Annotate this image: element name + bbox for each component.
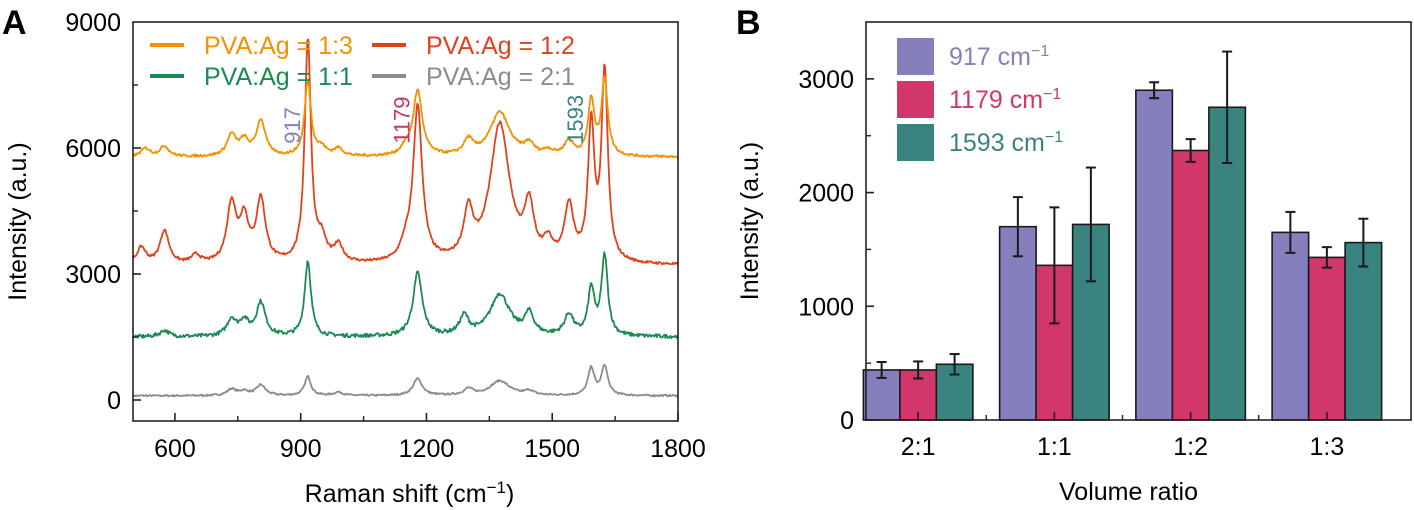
y-tick-label: 0 xyxy=(840,407,854,435)
error-bar xyxy=(1222,50,1233,165)
plot-frame-b xyxy=(865,21,1412,421)
error-bar xyxy=(1185,138,1196,163)
legend-label: PVA:Ag = 1:1 xyxy=(204,63,353,91)
legend-item-b: 917 cm−1 xyxy=(897,38,1049,75)
legend-label-text: 917 cm xyxy=(949,43,1031,71)
legend-label: PVA:Ag = 1:2 xyxy=(426,32,575,60)
y-tick-label: 1000 xyxy=(798,293,854,321)
x-tick-label: 2:1 xyxy=(901,433,936,461)
panel-letter-b: B xyxy=(736,4,761,42)
x-tick-label: 1800 xyxy=(650,435,706,463)
legend-item-a: PVA:Ag = 1:1 xyxy=(150,63,353,91)
error-bar xyxy=(1358,217,1369,268)
legend-label: 917 cm−1 xyxy=(949,43,1049,71)
spectrum-line-2-1 xyxy=(133,363,678,398)
x-tick-label: 900 xyxy=(280,435,322,463)
x-tick-label: 1:1 xyxy=(1037,433,1072,461)
bar-1-3-1593 xyxy=(1344,241,1383,421)
legend-label-sup: −1 xyxy=(1043,86,1061,103)
x-tick-label: 1:2 xyxy=(1173,433,1208,461)
x-tick-label: 600 xyxy=(154,435,196,463)
spectra-lines xyxy=(133,38,678,398)
legend-label-sup: −1 xyxy=(1045,129,1063,146)
bars xyxy=(862,50,1383,421)
legend-item-b: 1593 cm−1 xyxy=(897,124,1063,161)
legend-label-text: 1179 cm xyxy=(949,86,1043,114)
legend-label-text: 1593 cm xyxy=(949,129,1045,157)
peak-label-1179: 1179 xyxy=(390,96,415,143)
y-tick-label: 9000 xyxy=(65,9,121,37)
legend-label: PVA:Ag = 2:1 xyxy=(426,63,575,91)
error-bar xyxy=(1149,81,1160,100)
legend-swatch xyxy=(897,124,934,161)
spectrum-line-1-2 xyxy=(133,38,678,266)
y-axis-ticks-a: 0 3000 6000 9000 xyxy=(65,9,141,415)
panel-letter-a: A xyxy=(2,4,27,42)
x-tick-label: 1:3 xyxy=(1309,433,1344,461)
legend-item-a: PVA:Ag = 1:2 xyxy=(372,32,575,60)
plot-frame-a xyxy=(132,21,679,422)
bar-1-3-917 xyxy=(1271,231,1310,421)
y-tick-label: 3000 xyxy=(65,261,121,289)
x-tick-label: 1200 xyxy=(399,435,455,463)
peak-label-917: 917 xyxy=(280,107,305,144)
y-axis-label-a: Intensity (a.u.) xyxy=(4,142,32,300)
error-bar xyxy=(876,361,887,379)
y-axis-label-b: Intensity (a.u.) xyxy=(736,142,764,300)
spectrum-line-1-3 xyxy=(133,75,678,159)
x-axis-ticks-b: 2:1 1:1 1:2 1:3 xyxy=(901,412,1344,461)
x-tick-label: 1500 xyxy=(524,435,580,463)
error-bar xyxy=(1085,166,1096,283)
error-bar xyxy=(949,353,960,376)
legend-swatch xyxy=(897,38,934,75)
x-axis-label-b: Volume ratio xyxy=(1059,478,1198,506)
panel-a: A 917 1179 1593 PVA:Ag = 1:3 PVA:Ag = 1:2PV… xyxy=(2,4,706,508)
y-axis-ticks-b: 0 1000 2000 3000 xyxy=(798,66,874,435)
legend-label-sup: −1 xyxy=(1031,43,1049,60)
legend-label: 1593 cm−1 xyxy=(949,129,1063,157)
bar-1-2-1179 xyxy=(1171,149,1210,421)
peak-label-1593: 1593 xyxy=(563,95,588,144)
y-tick-label: 6000 xyxy=(65,135,121,163)
legend-swatch xyxy=(897,81,934,118)
y-tick-label: 3000 xyxy=(798,66,854,94)
legend-a: PVA:Ag = 1:3 PVA:Ag = 1:2 PVA:Ag = 1:1 PVA:… xyxy=(150,32,575,91)
legend-item-a: PVA:Ag = 2:1 xyxy=(372,63,575,91)
legend-item-b: 1179 cm−1 xyxy=(897,81,1061,118)
y-tick-label: 0 xyxy=(107,387,121,415)
error-bar xyxy=(913,360,924,380)
x-axis-ticks-a: 600 900 1200 1500 1800 xyxy=(154,413,706,463)
error-bar xyxy=(1012,196,1023,258)
error-bar xyxy=(1049,206,1060,325)
legend-label: PVA:Ag = 1:3 xyxy=(204,32,353,60)
y-tick-label: 2000 xyxy=(798,180,854,208)
legend-label: 1179 cm−1 xyxy=(949,86,1061,114)
error-bar xyxy=(1321,246,1332,269)
peak-annotations: 917 1179 1593 xyxy=(280,95,588,144)
legend-item-a: PVA:Ag = 1:3 xyxy=(150,32,353,60)
x-axis-label-a: Raman shift (cm−1) xyxy=(305,478,515,508)
error-bar xyxy=(1285,210,1296,254)
bar-1-3-1179 xyxy=(1307,256,1346,421)
spectrum-line-1-1 xyxy=(133,251,678,340)
bar-1-2-917 xyxy=(1135,89,1174,421)
